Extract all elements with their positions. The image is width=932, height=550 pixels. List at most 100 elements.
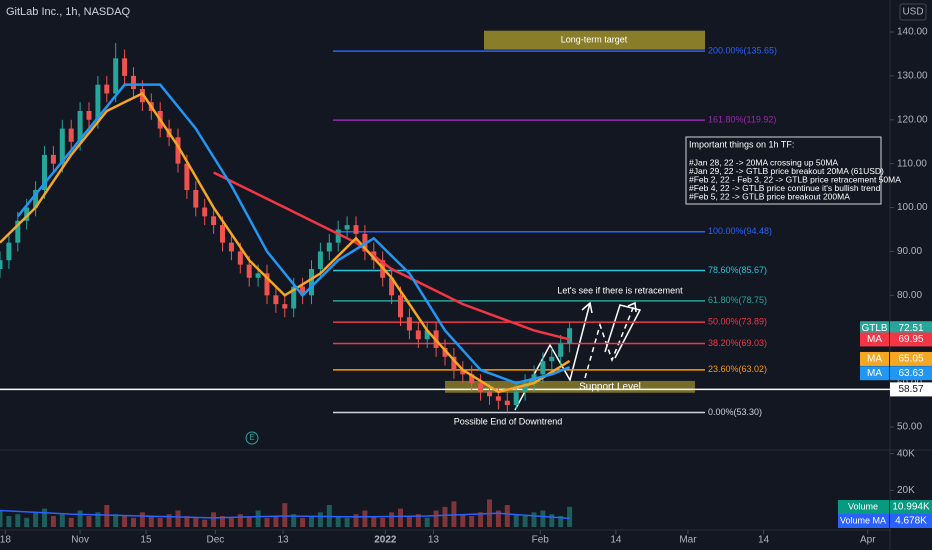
axis-value: 65.05 [898, 354, 923, 365]
fib-label: 50.00%(73.89) [708, 317, 767, 327]
note-line: #Feb 4, 22 -> GTLB price continue it's b… [689, 183, 881, 193]
axis-name: MA [867, 368, 882, 379]
axis-name: MA [867, 334, 882, 345]
ma-line [213, 171, 570, 341]
volume-bar [335, 516, 341, 527]
candle-body [504, 400, 510, 406]
volume-bar [522, 516, 528, 527]
volume-bar [131, 517, 136, 527]
candle-body [131, 75, 136, 90]
notes-frame [685, 136, 882, 205]
candle-body [335, 229, 341, 243]
currency: USD [902, 7, 923, 18]
candle-body [291, 286, 297, 309]
y-tick-label: 50.00 [897, 422, 922, 433]
volume-bar [406, 516, 412, 527]
candle-body [567, 328, 573, 344]
candle-body [122, 58, 128, 76]
x-tick-label: 14 [758, 535, 770, 546]
candle-body [211, 216, 217, 226]
volume-bar [175, 510, 181, 527]
candle-body [273, 295, 279, 305]
candle-body [184, 163, 190, 190]
candle-body [353, 225, 359, 234]
volume-bar [460, 514, 466, 527]
x-tick-label: Mar [679, 535, 697, 546]
volume-bar [220, 516, 225, 527]
axis-name-box [860, 351, 889, 366]
volume-bar [273, 516, 279, 527]
volume-bar [184, 516, 190, 527]
volume-name: Volume MA [840, 515, 886, 525]
volume-bar [442, 506, 448, 527]
volume-bar [246, 516, 252, 527]
volume-bar [95, 512, 101, 527]
volume-bar [433, 510, 439, 527]
volume-bar [398, 508, 403, 527]
y-tick-label: 130.00 [897, 71, 928, 82]
note-line: #Feb 2, 22 - Feb 3, 22 -> GTLB price ret… [689, 174, 901, 184]
fib-label: 0.00%(53.30) [708, 407, 762, 417]
candle-body [202, 207, 208, 217]
volume-bar [353, 514, 359, 527]
candle-body [264, 273, 270, 296]
y-tick-label: 110.00 [897, 158, 927, 169]
volume-bar [291, 514, 297, 527]
volume-bar [33, 512, 39, 527]
axis-value-box [890, 366, 932, 381]
candle-body [389, 277, 395, 296]
y-tick-label: 90.00 [897, 246, 922, 257]
volume-bar [317, 512, 323, 527]
volume-bar [237, 514, 243, 527]
candle-body [558, 343, 564, 357]
axis-value: 63.63 [898, 368, 923, 379]
candle-body [451, 356, 457, 370]
candle-body [42, 154, 47, 190]
y-tick-label: 140.00 [897, 27, 928, 38]
volume-value-box [890, 514, 932, 528]
volume-bar [211, 512, 217, 527]
axis-name-box [860, 332, 889, 347]
note-line: #Jan 28, 22 -> 20MA crossing up 50MA [689, 157, 838, 167]
fib-label: 100.00%(94.48) [708, 226, 772, 236]
ma-line [16, 83, 571, 385]
candle-body [309, 268, 314, 296]
support-axis-label: 58.57 [898, 384, 923, 395]
volume-bar [513, 514, 519, 527]
volume-bar [495, 510, 501, 527]
candle-body [549, 356, 555, 362]
candle-body [282, 304, 288, 309]
candle-body [193, 189, 199, 208]
volume-bar [567, 506, 573, 527]
support-box [445, 380, 695, 393]
volume-bar [24, 517, 30, 527]
volume-bar [558, 516, 564, 527]
x-tick-label: 14 [610, 535, 622, 546]
annotation: Let's see if there is retracement [557, 285, 683, 295]
fib-label: 200.00%(135.65) [708, 45, 777, 55]
x-tick-label: 2022 [374, 535, 397, 546]
volume-bar [424, 517, 430, 527]
note-line: #Jan 29, 22 -> GTLB price breakout 20MA … [689, 166, 884, 176]
axis-value-box [890, 351, 932, 366]
volume-bar [104, 505, 110, 527]
volume-bar [113, 514, 119, 527]
volume-bar [6, 516, 12, 527]
x-tick-label: 15 [140, 535, 152, 546]
support-label: Support Level [579, 381, 641, 392]
volume-bar [77, 510, 83, 527]
candle-body [317, 251, 323, 269]
candle-body [300, 286, 306, 296]
volume-bar [371, 516, 377, 527]
candle-body [0, 260, 3, 269]
axis-name-box [860, 366, 889, 381]
target-label: Long-term target [561, 34, 628, 44]
fib-label: 78.60%(85.67) [708, 265, 767, 275]
axis-value-box [890, 321, 932, 336]
axis-value: 72.51 [898, 323, 923, 334]
y-tick-label: 100.00 [897, 202, 928, 213]
candle-body [15, 220, 21, 243]
volume-bar [15, 514, 21, 527]
fib-label: 161.80%(119.92) [708, 115, 776, 125]
volume-bar [148, 516, 154, 527]
